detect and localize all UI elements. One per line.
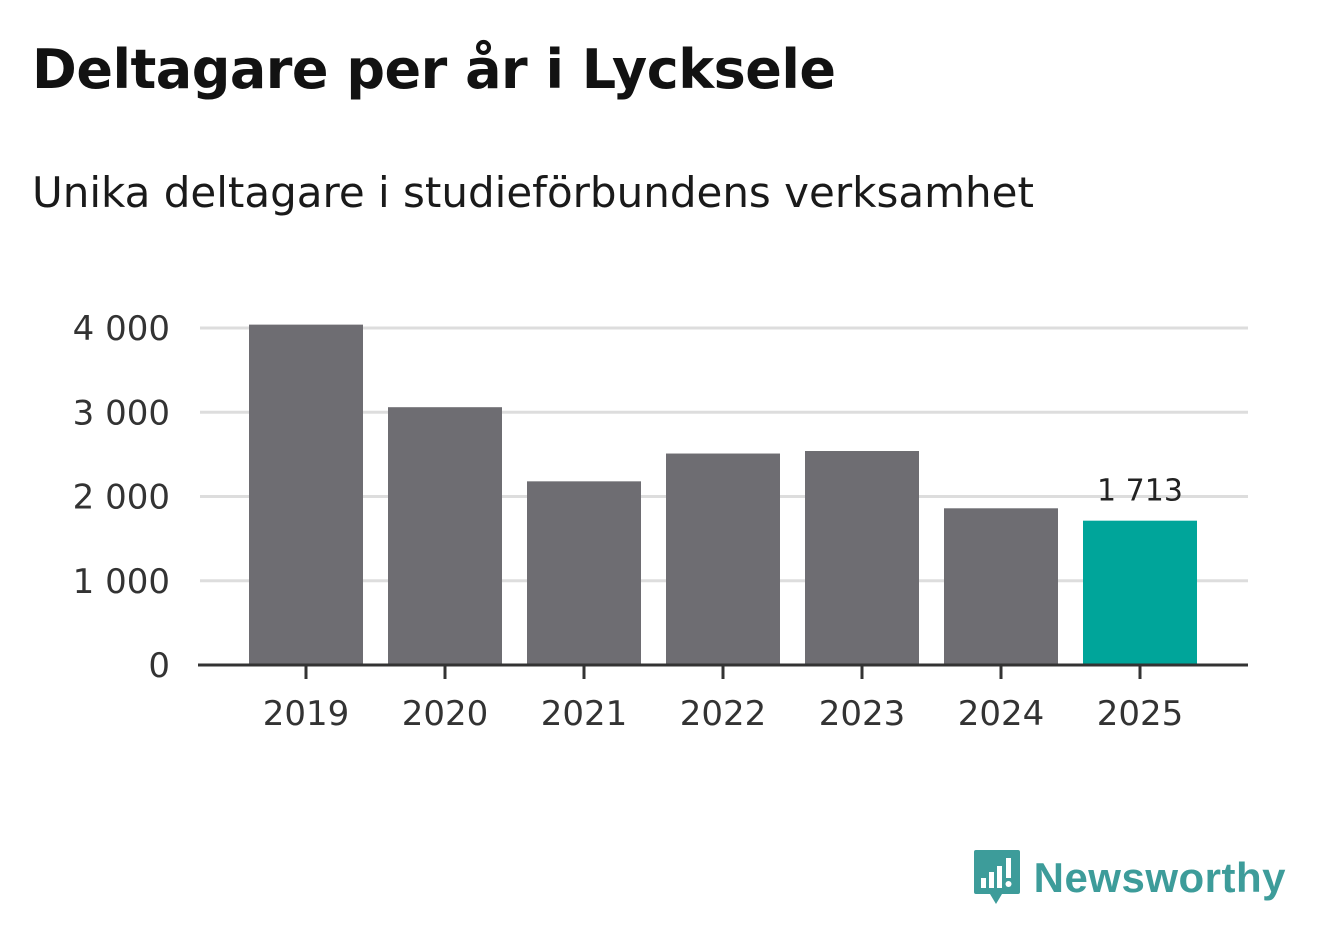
- y-tick-label: 4 000: [73, 309, 170, 349]
- chart-title: Deltagare per år i Lycksele: [32, 38, 836, 101]
- y-tick-label: 0: [148, 646, 170, 686]
- bar-2024: [944, 508, 1058, 665]
- data-label-2025: 1 713: [1097, 474, 1183, 509]
- x-tick-label-2021: 2021: [541, 694, 628, 734]
- x-tick-label-2022: 2022: [680, 694, 767, 734]
- y-tick-label: 3 000: [73, 393, 170, 433]
- bar-2022: [666, 453, 780, 665]
- bar-2019: [249, 324, 363, 665]
- x-tick-label-2025: 2025: [1097, 694, 1184, 734]
- bar-2025: [1083, 520, 1197, 665]
- y-tick-label: 2 000: [73, 478, 170, 518]
- brand-name: Newsworthy: [1033, 854, 1286, 901]
- brand-logo: Newsworthy: [972, 848, 1286, 908]
- x-tick-label-2019: 2019: [263, 694, 350, 734]
- newsworthy-logo-icon: [973, 850, 1020, 904]
- bar-2023: [805, 451, 919, 665]
- x-tick-label-2023: 2023: [819, 694, 906, 734]
- x-tick-label-2020: 2020: [402, 694, 489, 734]
- bar-2021: [527, 481, 641, 665]
- bar-2020: [388, 407, 502, 665]
- chart-subtitle: Unika deltagare i studieförbundens verks…: [32, 168, 1034, 217]
- y-tick-label: 1 000: [73, 562, 170, 602]
- x-tick-label-2024: 2024: [958, 694, 1045, 734]
- bar-chart: 0 1 000 2 000 3 000 4 000 2019 2020 2021 2022 202…: [73, 309, 1248, 734]
